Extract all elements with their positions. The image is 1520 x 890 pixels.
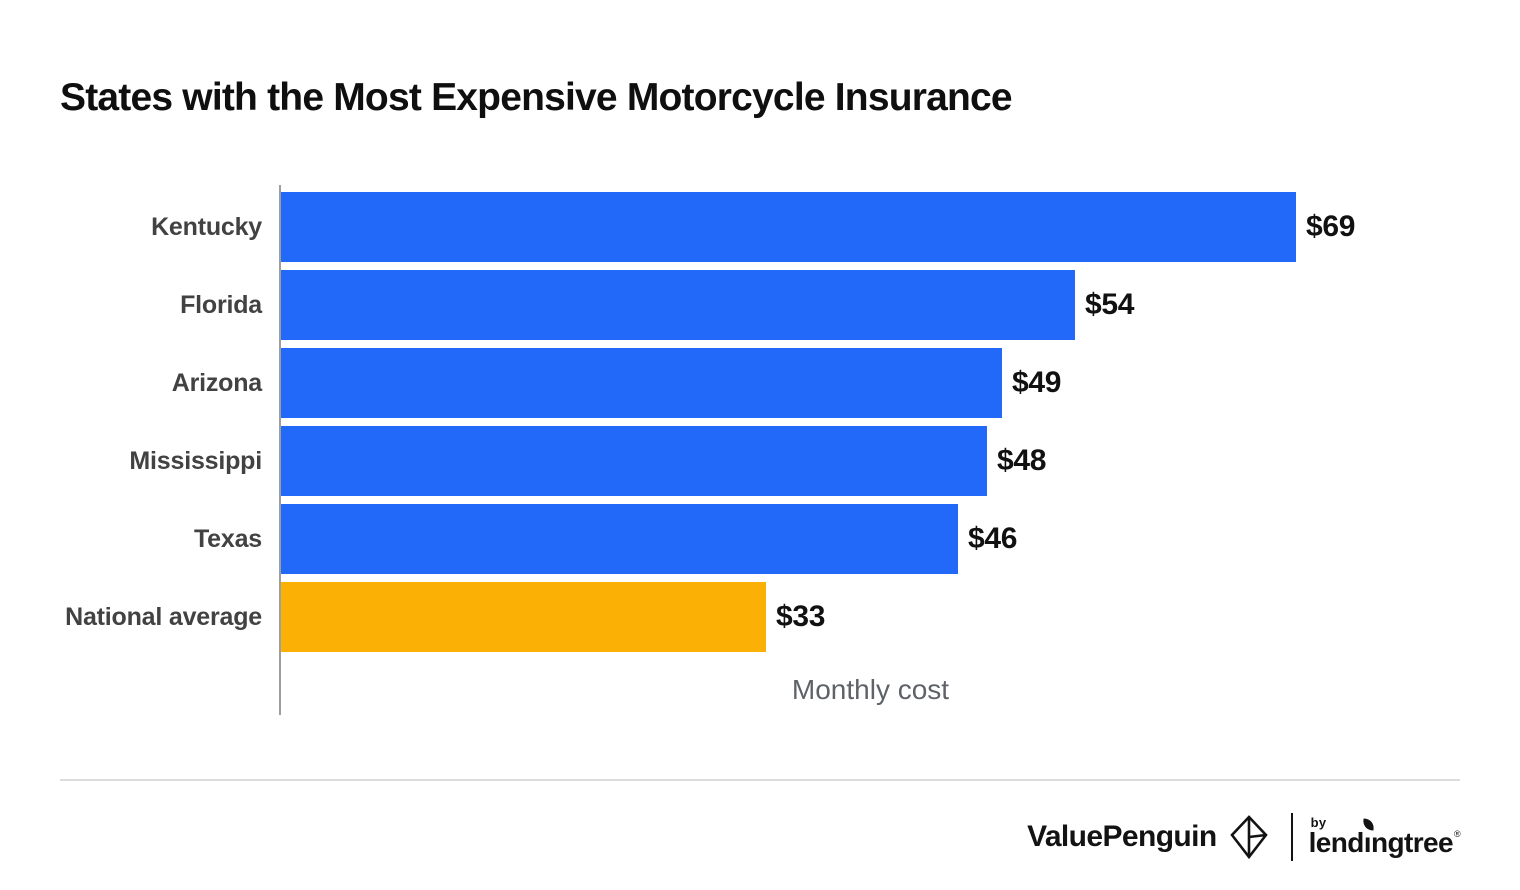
bar-mississippi (281, 426, 987, 496)
category-label-arizona: Arizona (171, 368, 262, 397)
page-title: States with the Most Expensive Motorcycl… (60, 76, 1013, 119)
x-axis-label: Monthly cost (791, 674, 950, 705)
category-label-texas: Texas (193, 524, 262, 553)
valuepenguin-diamond-icon (1229, 815, 1268, 860)
bar-kentucky (281, 192, 1296, 262)
valuepenguin-logo-text: ValuePenguin (1027, 820, 1217, 853)
bar-florida (281, 270, 1075, 340)
lendingtree-wordmark: lendı ngtree (1309, 818, 1454, 859)
value-label-texas: $46 (968, 522, 1018, 555)
bar-row-kentucky: $69 (281, 192, 1520, 262)
value-label-mississippi: $48 (997, 444, 1047, 477)
bar-national-average (281, 582, 766, 652)
value-label-national-average: $33 (776, 600, 826, 633)
byline-label: by (1310, 814, 1327, 830)
bar-row-mississippi: $48 (281, 426, 1520, 496)
lendingtree-wordmark-row: lendı ngtree ® (1309, 818, 1461, 859)
category-labels: Kentucky Florida Arizona Mississippi Texas Na… (0, 192, 262, 660)
bar-row-arizona: $49 (281, 348, 1520, 418)
value-label-kentucky: $69 (1306, 210, 1356, 243)
bar-row-texas: $46 (281, 504, 1520, 574)
bar-rows: $69 $54 $49 $48 $46 $33 (281, 192, 1520, 652)
value-label-florida: $54 (1085, 288, 1135, 321)
registered-mark: ® (1453, 828, 1461, 839)
leaf-icon (1362, 818, 1375, 831)
bar-chart: Kentucky Florida Arizona Mississippi Texas Na… (0, 185, 1520, 715)
plot-area: $69 $54 $49 $48 $46 $33 Monthly cost (279, 185, 1520, 715)
bar-row-national-average: $33 (281, 582, 1520, 652)
lendingtree-logo: by lendı ngtree ® (1309, 814, 1461, 859)
category-label-kentucky: Kentucky (151, 212, 262, 241)
category-label-mississippi: Mississippi (129, 446, 262, 475)
logo-separator (1290, 813, 1293, 861)
value-label-arizona: $49 (1012, 366, 1062, 399)
bar-arizona (281, 348, 1002, 418)
footer-divider-line (60, 779, 1460, 781)
footer-logos: ValuePenguin by lendı ngtree ® (1027, 810, 1461, 864)
category-label-national-average: National average (65, 602, 262, 631)
category-label-florida: Florida (180, 290, 262, 319)
bar-texas (281, 504, 958, 574)
bar-row-florida: $54 (281, 270, 1520, 340)
